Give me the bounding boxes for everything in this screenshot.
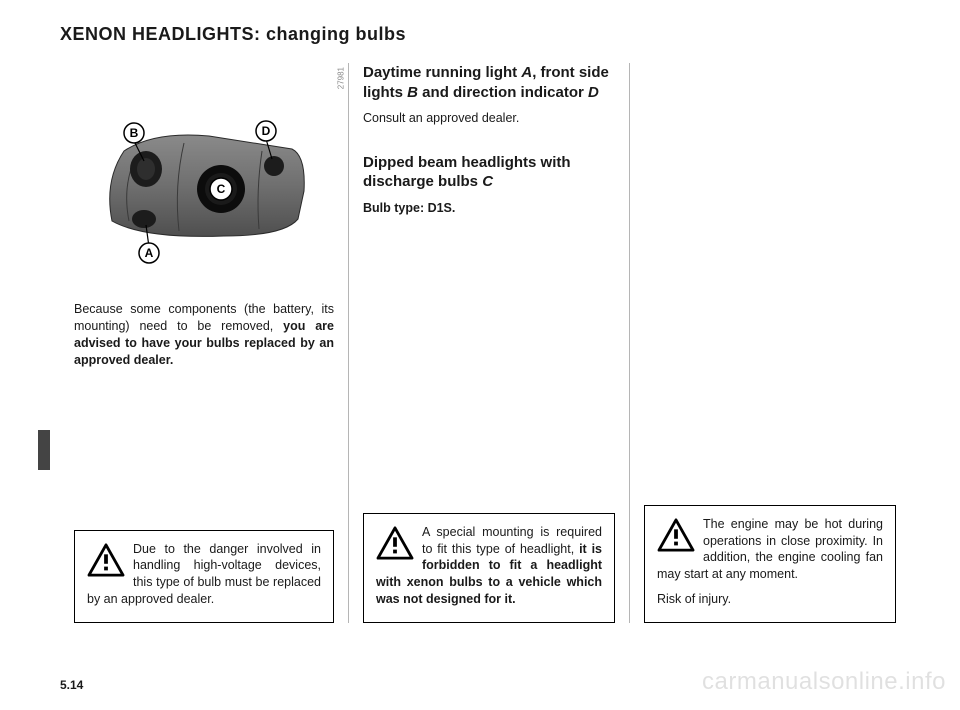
warning2-pre: A special mounting is required to fit th… <box>422 525 602 556</box>
col2-heading1: Daytime running light A, front side ligh… <box>363 63 615 102</box>
section-tab <box>38 430 50 470</box>
col1-paragraph: Because some components (the battery, it… <box>74 301 334 369</box>
headlight-diagram: 27981 <box>74 71 334 271</box>
page-number: 5.14 <box>60 678 83 692</box>
svg-text:A: A <box>145 246 154 260</box>
warning-icon <box>657 518 695 552</box>
column-2: Daytime running light A, front side ligh… <box>349 63 630 623</box>
diagram-label-C: C <box>210 178 232 200</box>
col2-body1: Consult an approved dealer. <box>363 110 615 127</box>
svg-text:D: D <box>262 124 271 138</box>
column-1: 27981 <box>60 63 349 623</box>
warning-box-1: Due to the danger involved in handling h… <box>74 530 334 624</box>
image-id: 27981 <box>336 67 345 89</box>
watermark: carmanualsonline.info <box>702 668 946 696</box>
svg-text:B: B <box>130 126 139 140</box>
diagram-label-D: D <box>256 121 276 141</box>
content-columns: 27981 <box>60 63 910 623</box>
warning-icon <box>376 526 414 560</box>
warning-box-2: A special mounting is required to fit th… <box>363 513 615 623</box>
warning3-p2: Risk of injury. <box>657 592 731 606</box>
column-3: The engine may be hot during operations … <box>630 63 910 623</box>
diagram-label-B: B <box>124 123 144 143</box>
col2-section2: Dipped beam headlights with discharge bu… <box>363 153 615 217</box>
svg-text:C: C <box>217 182 226 196</box>
col2-heading2: Dipped beam headlights with discharge bu… <box>363 153 615 192</box>
manual-page: XENON HEADLIGHTS: changing bulbs 27981 <box>0 0 960 710</box>
col2-section1: Daytime running light A, front side ligh… <box>363 63 615 127</box>
diagram-label-A: A <box>139 243 159 263</box>
warning-icon <box>87 543 125 577</box>
warning-box-3: The engine may be hot during operations … <box>644 505 896 623</box>
col2-sub2: Bulb type: D1S. <box>363 200 615 217</box>
page-title: XENON HEADLIGHTS: changing bulbs <box>60 24 910 45</box>
headlight-svg: A B C D <box>74 71 334 271</box>
